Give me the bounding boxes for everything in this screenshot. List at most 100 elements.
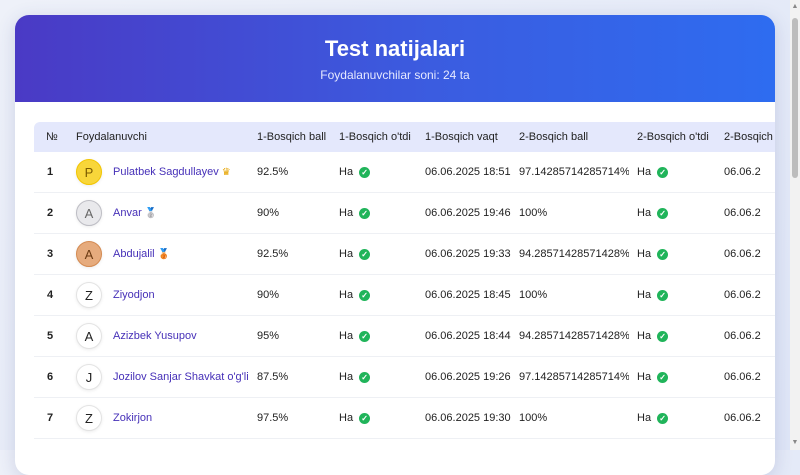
avatar: A — [76, 241, 102, 267]
s1-passed: Ha — [339, 248, 354, 260]
rank-badge: 2-O'rin 🥈 — [68, 192, 116, 193]
s2-passed-cell: Ha ✓ — [629, 233, 716, 275]
s1-ball: 87.5% — [249, 356, 331, 398]
column-header-s1-passed[interactable]: 1-Bosqich o'tdi — [339, 131, 411, 143]
avatar: J — [76, 364, 102, 390]
user-name-link[interactable]: Azizbek Yusupov — [113, 330, 197, 342]
user-cell: J Jozilov Sanjar Shavkat o'g'li — [68, 356, 249, 398]
user-info: Z Zokirjon — [76, 405, 249, 431]
s2-time: 06.06.2 — [716, 192, 775, 234]
s2-time: 06.06.2 — [716, 315, 775, 357]
row-number: 2 — [34, 192, 68, 234]
user-info: 3-O'rin 🥉 A Abdujalil 🥉 — [68, 233, 249, 267]
silver-medal-icon: 🥈 — [144, 207, 158, 219]
s1-ball: 92.5% — [249, 233, 331, 275]
check-circle-icon: ✓ — [359, 207, 371, 219]
s1-time: 06.06.2025 18:44 — [417, 315, 511, 357]
s2-time: 06.06.2 — [716, 152, 775, 193]
s1-passed: Ha — [339, 289, 354, 301]
s1-ball: 90% — [249, 192, 331, 234]
s1-ball: 97.5% — [249, 397, 331, 439]
user-cell: 2-O'rin 🥈 A Anvar 🥈 — [68, 192, 249, 234]
avatar: A — [76, 323, 102, 349]
s1-time: 06.06.2025 19:33 — [417, 233, 511, 275]
avatar: Z — [76, 405, 102, 431]
scroll-up-icon[interactable]: ▲ — [791, 3, 799, 10]
check-circle-icon: ✓ — [359, 330, 371, 342]
s1-passed: Ha — [339, 371, 354, 383]
check-circle-icon: ✓ — [657, 330, 669, 342]
s1-ball: 92.5% — [249, 152, 331, 193]
check-circle-icon: ✓ — [359, 248, 371, 260]
s2-passed: Ha — [637, 289, 652, 301]
user-name-link[interactable]: Ziyodjon — [113, 289, 155, 301]
check-circle-icon: ✓ — [359, 371, 371, 383]
user-info: J Jozilov Sanjar Shavkat o'g'li — [76, 364, 249, 390]
user-name-link[interactable]: Pulatbek Sagdullayev — [113, 166, 219, 178]
user-name-link[interactable]: Zokirjon — [113, 412, 153, 424]
s1-passed-cell: Ha ✓ — [331, 192, 417, 234]
column-header-number[interactable]: № — [46, 131, 58, 143]
results-header: Test natijalari Foydalanuvchilar soni: 2… — [15, 15, 775, 102]
s2-passed: Ha — [637, 371, 652, 383]
user-cell: 1-O'rin ♛ P Pulatbek Sagdullayev ♛ — [68, 152, 249, 193]
page-scrollbar[interactable]: ▲ ▼ — [790, 0, 800, 450]
s2-time: 06.06.2 — [716, 356, 775, 398]
user-cell: A Azizbek Yusupov — [68, 315, 249, 357]
check-circle-icon: ✓ — [359, 166, 371, 178]
scroll-down-icon[interactable]: ▼ — [791, 439, 799, 446]
user-name-link[interactable]: Anvar — [113, 207, 142, 219]
scrollbar-thumb[interactable] — [792, 18, 798, 178]
table-row: 1 1-O'rin ♛ P Pulatbek Sagdullayev ♛ 92.… — [34, 152, 775, 193]
table-row: 4 Z Ziyodjon 90% Ha ✓ 06.06.2025 18:45 10… — [34, 274, 775, 316]
s2-passed: Ha — [637, 248, 652, 260]
column-header-s2-time[interactable]: 2-Bosqich vaqt — [724, 131, 775, 143]
user-info: 2-O'rin 🥈 A Anvar 🥈 — [68, 192, 249, 226]
page-title: Test natijalari — [324, 36, 466, 61]
check-circle-icon: ✓ — [657, 371, 669, 383]
check-circle-icon: ✓ — [359, 412, 371, 424]
s1-passed-cell: Ha ✓ — [331, 356, 417, 398]
avatar: P — [76, 159, 102, 185]
s2-passed: Ha — [637, 166, 652, 178]
s2-time: 06.06.2 — [716, 397, 775, 439]
check-circle-icon: ✓ — [657, 289, 669, 301]
s2-passed: Ha — [637, 207, 652, 219]
check-circle-icon: ✓ — [359, 289, 371, 301]
s1-passed-cell: Ha ✓ — [331, 152, 417, 193]
column-header-s2-passed[interactable]: 2-Bosqich o'tdi — [637, 131, 709, 143]
column-header-user[interactable]: Foydalanuvchi — [76, 131, 147, 143]
check-circle-icon: ✓ — [657, 166, 669, 178]
s2-time: 06.06.2 — [716, 274, 775, 316]
s1-passed-cell: Ha ✓ — [331, 233, 417, 275]
s1-time: 06.06.2025 19:46 — [417, 192, 511, 234]
table-row: 7 Z Zokirjon 97.5% Ha ✓ 06.06.2025 19:30 … — [34, 397, 775, 439]
s2-ball: 100% — [511, 274, 629, 316]
crown-icon: ♛ — [221, 166, 231, 178]
column-header-s1-ball[interactable]: 1-Bosqich ball — [257, 131, 327, 143]
table-row: 3 3-O'rin 🥉 A Abdujalil 🥉 92.5% Ha ✓ 06.0… — [34, 233, 775, 275]
s1-ball: 95% — [249, 315, 331, 357]
user-info: A Azizbek Yusupov — [76, 323, 249, 349]
s1-passed: Ha — [339, 330, 354, 342]
s2-ball: 94.28571428571428% — [511, 233, 629, 275]
results-table-container[interactable]: № Foydalanuvchi 1-Bosqich ball 1-Bosqich… — [34, 122, 775, 462]
user-cell: Z Zokirjon — [68, 397, 249, 439]
s2-passed-cell: Ha ✓ — [629, 274, 716, 316]
s2-ball: 97.14285714285714% — [511, 356, 629, 398]
row-number: 1 — [34, 152, 68, 193]
user-name-link[interactable]: Abdujalil — [113, 248, 155, 260]
column-header-s1-time[interactable]: 1-Bosqich vaqt — [425, 131, 498, 143]
s2-passed-cell: Ha ✓ — [629, 397, 716, 439]
row-number: 5 — [34, 315, 68, 357]
check-circle-icon: ✓ — [657, 248, 669, 260]
user-cell: 3-O'rin 🥉 A Abdujalil 🥉 — [68, 233, 249, 275]
column-header-s2-ball[interactable]: 2-Bosqich ball — [519, 131, 589, 143]
user-name-link[interactable]: Jozilov Sanjar Shavkat o'g'li — [113, 371, 249, 383]
user-info: 1-O'rin ♛ P Pulatbek Sagdullayev ♛ — [76, 159, 249, 185]
s2-passed: Ha — [637, 330, 652, 342]
s2-ball: 100% — [511, 192, 629, 234]
s2-passed-cell: Ha ✓ — [629, 315, 716, 357]
row-number: 4 — [34, 274, 68, 316]
check-circle-icon: ✓ — [657, 207, 669, 219]
